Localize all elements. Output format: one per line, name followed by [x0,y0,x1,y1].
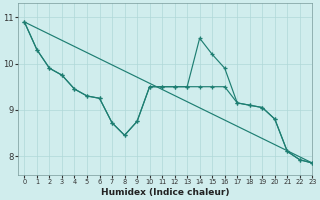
X-axis label: Humidex (Indice chaleur): Humidex (Indice chaleur) [101,188,229,197]
